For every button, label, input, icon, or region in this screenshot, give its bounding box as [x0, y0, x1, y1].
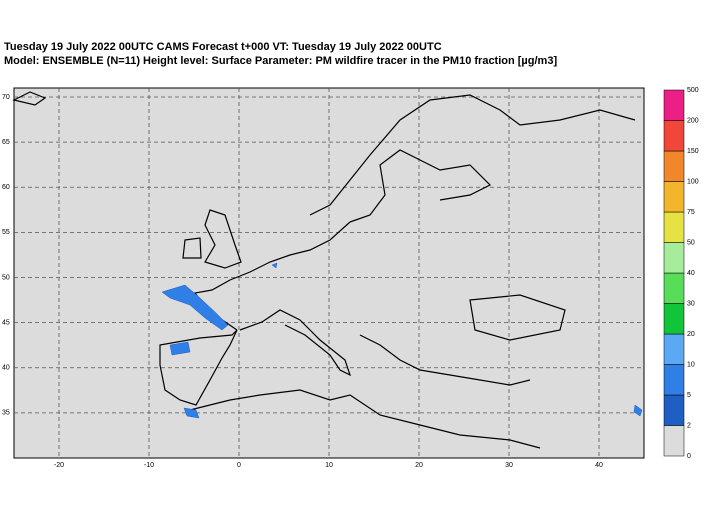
colorbar-segment [663, 272, 685, 304]
y-tick-label: 55 [2, 229, 10, 236]
colorbar-label: 30 [687, 300, 695, 307]
grid [14, 88, 644, 458]
colorbar-segment [663, 211, 685, 243]
colorbar-label: 200 [687, 117, 699, 124]
colorbar-segment [663, 303, 685, 335]
y-tick-label: 60 [2, 184, 10, 191]
axes: -20 -10 0 10 20 30 40 35 40 45 50 55 60 65 70 [2, 94, 603, 469]
colorbar-segment [663, 120, 685, 152]
header-line1: Tuesday 19 July 2022 00UTC CAMS Forecast… [4, 41, 442, 53]
x-tick-label: 10 [325, 462, 333, 469]
colorbar-segment [663, 150, 685, 182]
colorbar-segment [663, 364, 685, 396]
colorbar-segment [663, 425, 685, 457]
colorbar-label: 10 [687, 361, 695, 368]
colorbar-label: 50 [687, 239, 695, 246]
header-line2: Model: ENSEMBLE (N=11) Height level: Sur… [4, 55, 557, 67]
colorbar-label: 75 [687, 209, 695, 216]
colorbar-label: 40 [687, 270, 695, 277]
y-tick-label: 70 [2, 94, 10, 101]
colorbar-label: 2 [687, 422, 691, 429]
colorbar-label: 0 [687, 453, 691, 460]
colorbar-label: 5 [687, 392, 691, 399]
colorbar-label: 150 [687, 148, 699, 155]
y-tick-label: 35 [2, 410, 10, 417]
colorbar-label: 100 [687, 178, 699, 185]
x-tick-label: -10 [144, 462, 154, 469]
y-tick-label: 45 [2, 319, 10, 326]
x-tick-label: 20 [415, 462, 423, 469]
plumes [161, 262, 643, 419]
y-tick-label: 40 [2, 365, 10, 372]
colorbar-segment [663, 242, 685, 274]
x-tick-label: -20 [54, 462, 64, 469]
colorbar-segment [663, 89, 685, 121]
y-tick-label: 50 [2, 274, 10, 281]
colorbar: 0 2 5 10 20 30 40 50 75 100 150 200 500 [663, 87, 699, 460]
colorbar-segment [663, 394, 685, 426]
colorbar-label: 20 [687, 331, 695, 338]
colorbar-segment [663, 333, 685, 365]
y-tick-label: 65 [2, 139, 10, 146]
colorbar-segment [663, 181, 685, 213]
x-tick-label: 0 [237, 462, 241, 469]
colorbar-label: 500 [687, 87, 699, 94]
x-tick-label: 40 [595, 462, 603, 469]
x-tick-label: 30 [505, 462, 513, 469]
